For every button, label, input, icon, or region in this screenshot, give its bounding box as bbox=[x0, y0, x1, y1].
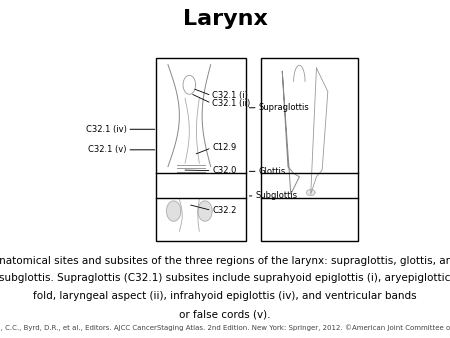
Text: Compton, C.C., Byrd, D.R., et al., Editors. AJCC CancerStaging Atlas. 2nd Editio: Compton, C.C., Byrd, D.R., et al., Edito… bbox=[0, 324, 450, 331]
Text: fold, laryngeal aspect (ii), infrahyoid epiglottis (iv), and ventricular bands: fold, laryngeal aspect (ii), infrahyoid … bbox=[33, 291, 417, 301]
Text: C32.1 (iv): C32.1 (iv) bbox=[86, 125, 127, 134]
Text: C32.1 (v): C32.1 (v) bbox=[88, 145, 127, 154]
Bar bbox=[261, 58, 358, 241]
Text: Glottis: Glottis bbox=[259, 167, 286, 176]
Text: C32.1 (ii): C32.1 (ii) bbox=[212, 99, 251, 108]
Polygon shape bbox=[166, 201, 181, 221]
Polygon shape bbox=[306, 190, 315, 196]
Polygon shape bbox=[198, 201, 212, 221]
Text: or false cords (v).: or false cords (v). bbox=[179, 309, 271, 319]
Text: C32.0: C32.0 bbox=[212, 166, 237, 175]
Text: C32.2: C32.2 bbox=[212, 206, 237, 215]
Text: Supraglottis: Supraglottis bbox=[259, 103, 309, 112]
Text: C32.1 (i): C32.1 (i) bbox=[212, 91, 248, 100]
Text: Larynx: Larynx bbox=[183, 9, 267, 29]
Text: Anatomical sites and subsites of the three regions of the larynx: supraglottis, : Anatomical sites and subsites of the thr… bbox=[0, 256, 450, 266]
Text: Subglottis: Subglottis bbox=[256, 191, 297, 200]
Text: subglottis. Supraglottis (C32.1) subsites include suprahyoid epiglottis (i), ary: subglottis. Supraglottis (C32.1) subsite… bbox=[0, 273, 450, 283]
Bar bbox=[156, 58, 246, 241]
Text: C12.9: C12.9 bbox=[212, 143, 236, 152]
